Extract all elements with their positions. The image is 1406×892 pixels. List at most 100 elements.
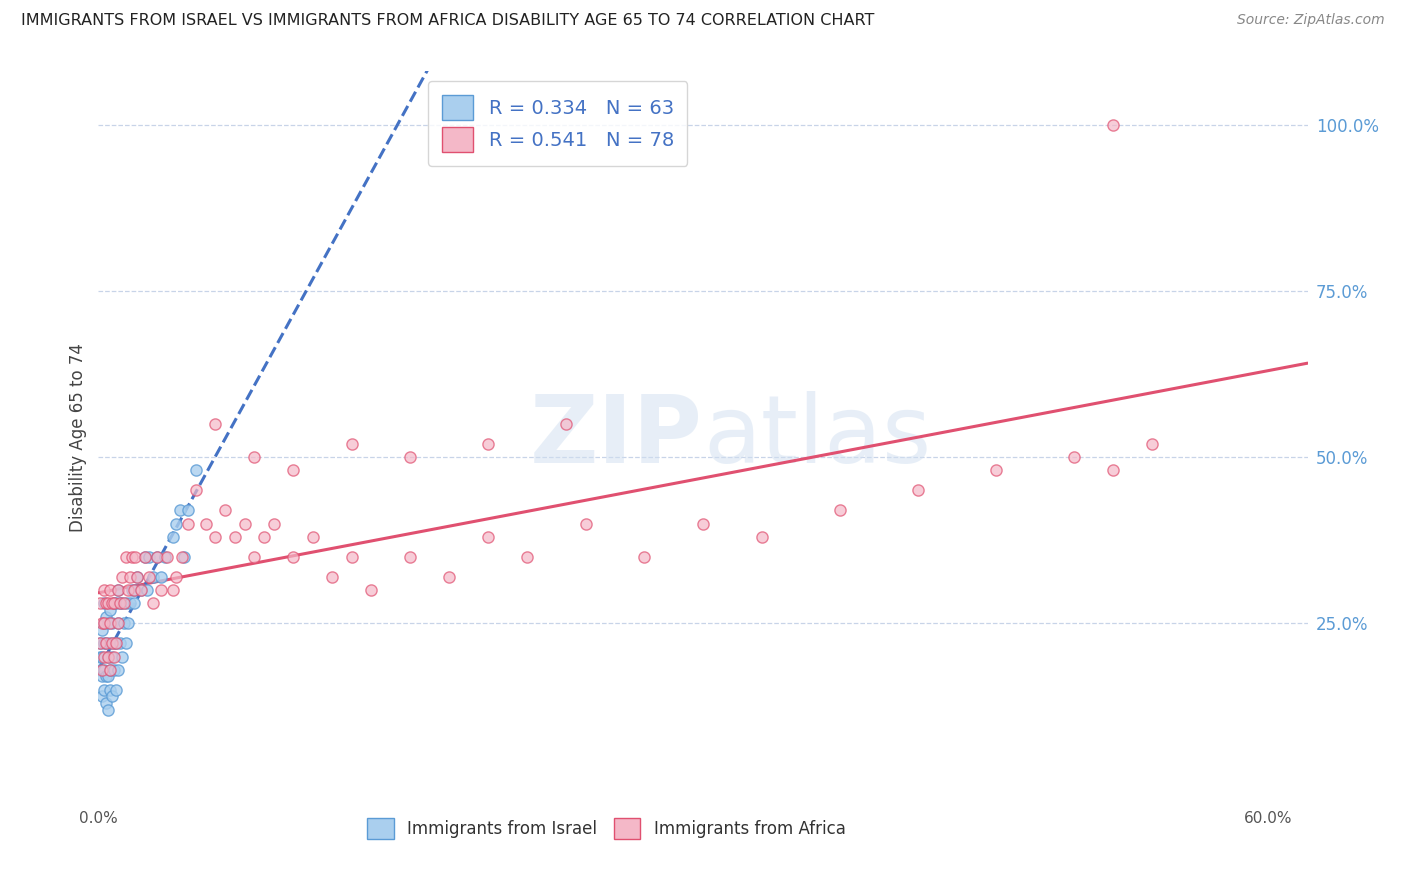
Point [103,663,125,677]
Point [124,549,146,564]
Point [101,636,124,650]
Point [263,516,285,531]
Point [224,530,246,544]
Point [142,570,165,584]
Y-axis label: Disability Age 65 to 74: Disability Age 65 to 74 [69,343,87,532]
Point [131,582,153,597]
Point [177,516,200,531]
Point [107,582,129,597]
Point [103,596,125,610]
Point [828,503,851,517]
Point [177,503,200,517]
Point [360,582,382,597]
Point [98,663,121,677]
Point [118,596,141,610]
Point [93,663,115,677]
Point [1140,436,1163,450]
Point [114,596,136,610]
Point [96,636,118,650]
Point [114,549,136,564]
Point [124,582,146,597]
Point [111,596,134,610]
Point [91,663,114,677]
Point [907,483,929,498]
Legend: Immigrants from Israel, Immigrants from Africa: Immigrants from Israel, Immigrants from … [360,811,852,846]
Point [156,549,179,564]
Point [122,596,145,610]
Point [96,596,118,610]
Point [321,570,343,584]
Point [104,636,127,650]
Point [117,582,139,597]
Point [107,616,129,631]
Point [117,616,139,631]
Point [108,636,131,650]
Text: IMMIGRANTS FROM ISRAEL VS IMMIGRANTS FROM AFRICA DISABILITY AGE 65 TO 74 CORRELA: IMMIGRANTS FROM ISRAEL VS IMMIGRANTS FRO… [21,13,875,29]
Point [91,616,114,631]
Point [121,582,143,597]
Point [169,503,191,517]
Point [751,530,773,544]
Point [121,549,143,564]
Point [89,663,111,677]
Point [93,616,115,631]
Point [253,530,276,544]
Point [184,463,207,477]
Point [173,549,195,564]
Point [108,596,131,610]
Point [399,549,422,564]
Point [1101,463,1123,477]
Point [96,696,118,710]
Point [89,636,111,650]
Point [1063,450,1085,464]
Point [172,549,194,564]
Text: atlas: atlas [703,391,931,483]
Point [399,450,422,464]
Point [184,483,207,498]
Point [204,417,226,431]
Point [1101,118,1123,132]
Point [91,623,114,637]
Point [214,503,236,517]
Text: ZIP: ZIP [530,391,703,483]
Point [555,417,578,431]
Point [93,582,115,597]
Point [97,669,120,683]
Point [131,582,153,597]
Point [134,549,156,564]
Point [575,516,598,531]
Point [98,636,121,650]
Point [146,549,169,564]
Point [107,663,129,677]
Point [98,603,121,617]
Point [111,570,134,584]
Point [692,516,714,531]
Point [101,616,124,631]
Point [97,649,120,664]
Point [516,549,538,564]
Point [96,636,118,650]
Point [165,570,187,584]
Point [302,530,325,544]
Point [165,516,187,531]
Text: Source: ZipAtlas.com: Source: ZipAtlas.com [1237,13,1385,28]
Point [243,450,266,464]
Point [233,516,256,531]
Point [101,596,124,610]
Point [98,663,121,677]
Point [111,649,134,664]
Point [283,463,305,477]
Point [162,582,184,597]
Point [103,636,125,650]
Point [112,616,135,631]
Point [96,669,118,683]
Point [138,570,160,584]
Point [97,596,120,610]
Point [91,669,114,683]
Point [89,596,111,610]
Point [122,582,145,597]
Point [477,436,499,450]
Point [118,570,141,584]
Point [91,649,114,664]
Point [103,649,125,664]
